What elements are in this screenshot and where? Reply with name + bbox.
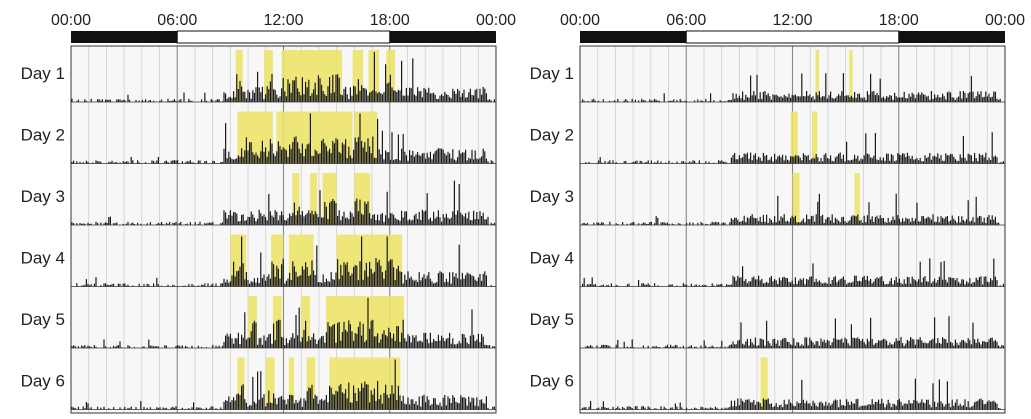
dark-phase-bar: [71, 31, 178, 43]
activity-trace: [71, 180, 495, 225]
light-phase-bar: [685, 30, 900, 44]
right-panel: 00:00 06:00 12:00 18:00 00:00 Day 1 Day 2 Day 3…: [530, 12, 1025, 414]
plot-frame: [579, 45, 1006, 414]
activity-trace: [582, 258, 1004, 287]
highlight-block: [265, 357, 275, 410]
highlight-block: [854, 173, 860, 225]
day-label: Day 2: [21, 126, 65, 145]
dark-phase-bar: [898, 31, 1005, 43]
highlight-block: [292, 173, 300, 225]
light-phase-bar: [176, 30, 391, 44]
left-panel: 00:00 06:00 12:00 18:00 00:00 Day 1 Day 2 Day 3…: [21, 12, 516, 414]
highlight-block: [306, 357, 316, 410]
day-label: Day 1: [21, 64, 65, 83]
activity-trace: [582, 193, 1000, 225]
highlight-block: [849, 50, 853, 102]
highlight-block: [792, 173, 800, 225]
day-label: Day 5: [530, 310, 574, 329]
x-tick-label: 00:00: [476, 12, 516, 29]
x-tick-label: 00:00: [985, 12, 1025, 29]
highlight-block: [790, 111, 798, 164]
activity-trace: [582, 378, 1001, 410]
activity-trace: [71, 113, 494, 164]
dark-phase-bar: [389, 31, 496, 43]
x-tick-label: 06:00: [666, 12, 706, 29]
highlight-block: [271, 234, 284, 287]
day-label: Day 4: [21, 249, 65, 268]
highlight-block: [288, 357, 295, 410]
activity-trace: [585, 316, 1004, 348]
x-tick-label: 12:00: [772, 12, 812, 29]
day-label: Day 3: [21, 187, 65, 206]
activity-trace: [76, 236, 492, 287]
activity-trace: [71, 359, 495, 410]
day-label: Day 3: [530, 187, 574, 206]
day-label: Day 1: [530, 64, 574, 83]
activity-trace: [71, 52, 495, 102]
day-label: Day 6: [21, 372, 65, 391]
day-label: Day 4: [530, 249, 574, 268]
dark-phase-bar: [580, 31, 687, 43]
day-label: Day 2: [530, 126, 574, 145]
activity-trace: [582, 73, 1001, 102]
x-tick-label: 06:00: [157, 12, 197, 29]
highlight-block: [815, 50, 820, 102]
highlight-block: [237, 111, 273, 164]
x-tick-label: 18:00: [879, 12, 919, 29]
highlight-block: [811, 111, 818, 164]
highlight-block: [248, 296, 257, 348]
highlight-block: [235, 50, 243, 102]
x-tick-label: 12:00: [263, 12, 303, 29]
highlight-block: [230, 234, 247, 287]
x-tick-label: 00:00: [51, 12, 91, 29]
day-label: Day 5: [21, 310, 65, 329]
highlight-block: [264, 50, 273, 102]
x-tick-label: 00:00: [560, 12, 600, 29]
plot-frame: [70, 45, 497, 414]
highlight-block: [352, 50, 364, 102]
day-label: Day 6: [530, 372, 574, 391]
activity-trace: [585, 132, 1004, 164]
highlight-block: [310, 173, 318, 225]
highlight-block: [237, 357, 245, 410]
highlight-block: [760, 357, 768, 410]
x-tick-label: 18:00: [370, 12, 410, 29]
